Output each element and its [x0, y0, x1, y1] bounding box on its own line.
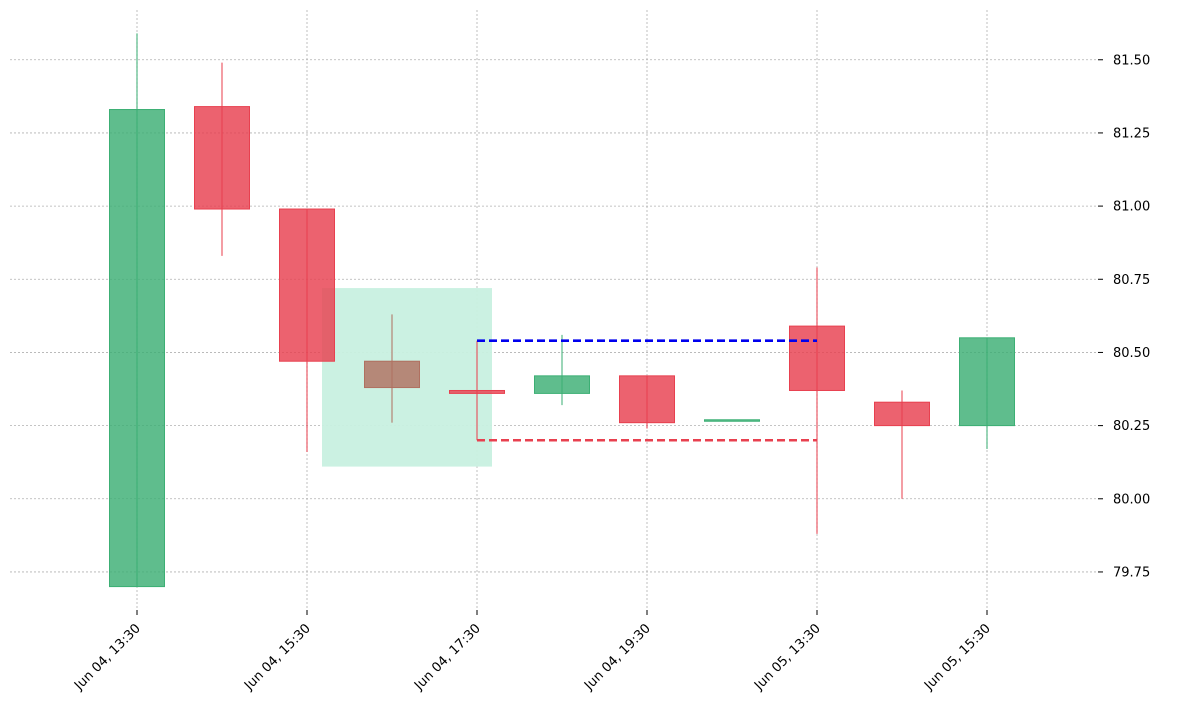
level-lines-layer [477, 339, 817, 442]
candle-body [704, 419, 760, 422]
candle-body [364, 360, 420, 389]
candle [109, 33, 165, 588]
candle-body [279, 208, 335, 362]
y-tick-label: 80.25 [1113, 419, 1150, 434]
candle [619, 375, 675, 429]
y-tick-label: 80.50 [1113, 346, 1150, 361]
candle [704, 419, 760, 422]
candle [959, 337, 1015, 450]
x-tick-label: Jun 04, 15:30 [241, 621, 314, 694]
candle [364, 314, 420, 423]
candle [874, 390, 930, 499]
y-tick-label: 81.50 [1113, 53, 1150, 68]
candle-body [449, 389, 505, 394]
x-tick-label: Jun 04, 17:30 [411, 621, 484, 694]
y-tick-label: 81.00 [1113, 200, 1150, 215]
y-tick-label: 81.25 [1113, 126, 1150, 141]
y-tick-label: 80.00 [1113, 492, 1150, 507]
candle-body [619, 375, 675, 424]
candle-body [194, 106, 250, 210]
candle-body [109, 109, 165, 588]
x-tick-label: Jun 04, 13:30 [71, 621, 144, 694]
y-tick-label: 80.75 [1113, 273, 1150, 288]
candle [534, 334, 590, 406]
candle [449, 340, 505, 441]
candle [194, 62, 250, 256]
y-tick-label: 79.75 [1113, 565, 1150, 580]
x-tick-label: Jun 04, 19:30 [581, 621, 654, 694]
candle [789, 267, 845, 534]
grid-layer [10, 10, 1098, 610]
candles-layer [109, 33, 1015, 588]
candle-body [534, 375, 590, 394]
candle [279, 208, 335, 452]
candle-body [789, 325, 845, 391]
candle-body [959, 337, 1015, 427]
x-tick-label: Jun 05, 15:30 [921, 621, 994, 694]
x-tick-label: Jun 05, 13:30 [751, 621, 824, 694]
candle-body [874, 401, 930, 427]
